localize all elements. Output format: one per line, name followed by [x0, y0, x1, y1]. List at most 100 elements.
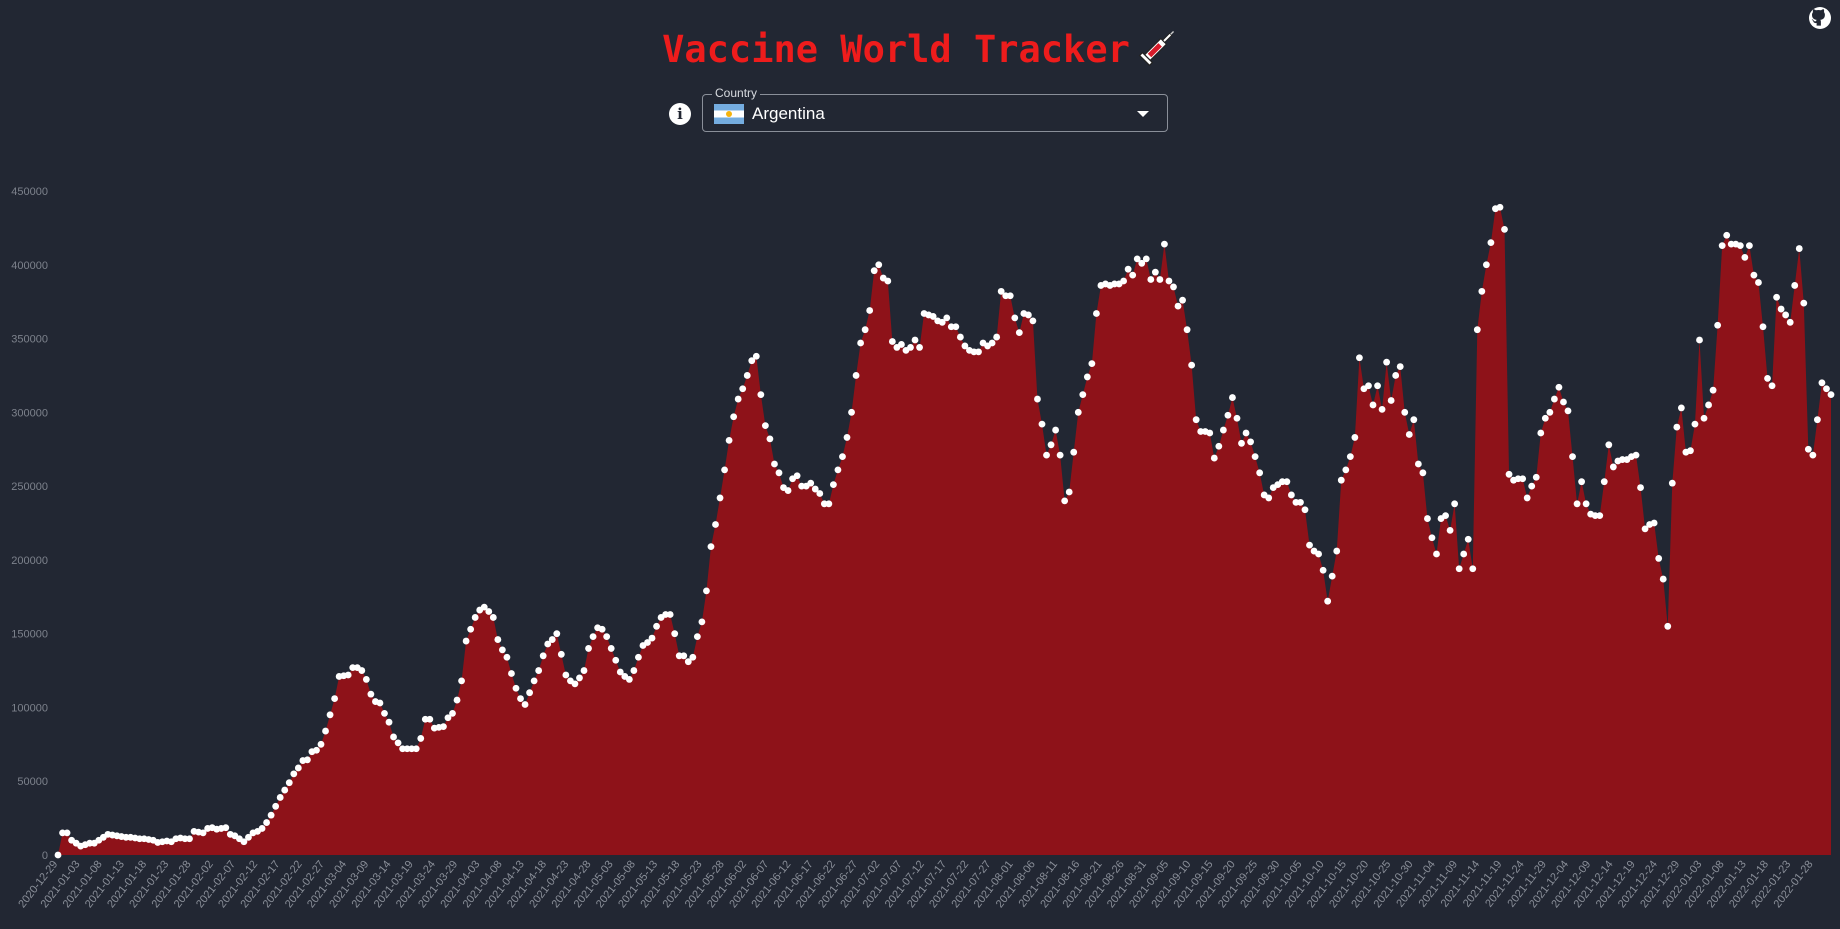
data-point [693, 633, 701, 641]
data-point [290, 770, 298, 778]
data-point [1528, 482, 1536, 490]
data-point [426, 715, 434, 723]
country-select-label: Country [712, 86, 761, 100]
data-point [898, 341, 905, 348]
data-point [1079, 391, 1087, 399]
info-icon[interactable]: i [669, 103, 691, 125]
data-point [1369, 401, 1377, 409]
data-point [1823, 385, 1830, 393]
data-point [1659, 575, 1667, 583]
data-point [1161, 240, 1168, 248]
data-point [1405, 431, 1413, 438]
syringe-icon [1138, 28, 1178, 75]
data-point [1328, 572, 1336, 580]
data-point [1655, 555, 1663, 562]
data-point [562, 671, 570, 679]
data-point [1442, 512, 1449, 520]
data-point [530, 677, 538, 685]
data-point [362, 676, 370, 683]
data-point [1782, 311, 1790, 319]
data-point [1755, 279, 1762, 286]
data-point [1537, 429, 1545, 437]
data-point [1777, 305, 1785, 313]
data-point [943, 314, 951, 322]
data-point [589, 633, 597, 641]
data-point [1632, 451, 1640, 459]
data-point [1664, 622, 1672, 630]
data-point [1070, 448, 1078, 456]
data-point [1786, 318, 1794, 326]
data-point [489, 614, 497, 621]
data-point [1582, 500, 1590, 508]
data-point [508, 670, 515, 677]
data-point [1414, 460, 1422, 468]
data-point [1736, 242, 1744, 250]
data-point [680, 652, 688, 660]
data-point [1238, 439, 1245, 447]
data-point [1247, 438, 1254, 446]
data-point [752, 352, 760, 360]
data-point [811, 485, 819, 493]
data-point [1124, 265, 1132, 273]
data-point [1024, 311, 1032, 319]
data-point [712, 521, 719, 528]
data-point [1256, 469, 1264, 477]
data-point [512, 684, 520, 692]
data-point [358, 667, 366, 674]
data-point [870, 267, 878, 275]
data-point [1356, 354, 1363, 362]
data-point [1174, 302, 1182, 310]
github-icon[interactable] [1808, 6, 1832, 30]
data-point [1387, 397, 1395, 404]
data-point [843, 434, 851, 441]
data-point [716, 494, 724, 502]
data-point [1473, 326, 1481, 334]
data-point [1056, 451, 1064, 459]
data-point [916, 344, 923, 351]
data-point [1029, 317, 1037, 325]
data-point [1015, 329, 1023, 337]
data-point [616, 668, 624, 676]
data-point [816, 490, 824, 497]
data-point [1714, 321, 1722, 329]
data-point [653, 622, 660, 630]
data-point [1546, 408, 1554, 416]
data-point [1038, 420, 1046, 428]
data-point [1460, 550, 1468, 558]
data-point [993, 333, 1001, 341]
data-point [757, 391, 765, 399]
data-point [580, 667, 588, 674]
data-point [997, 287, 1005, 295]
series-area-fill [58, 207, 1831, 856]
data-point [607, 645, 615, 652]
data-point [381, 709, 388, 717]
data-point [1315, 550, 1322, 558]
data-point [839, 453, 846, 460]
data-point [1532, 473, 1540, 481]
data-point [1120, 277, 1128, 285]
data-point [698, 618, 706, 626]
data-point [1523, 494, 1531, 502]
data-point [1156, 276, 1164, 283]
data-point [1424, 515, 1431, 522]
data-point [952, 323, 960, 331]
data-point [1791, 282, 1799, 289]
caret-down-icon[interactable] [1137, 111, 1149, 117]
data-point [281, 786, 289, 794]
data-point [1229, 394, 1236, 401]
data-point [766, 435, 774, 443]
country-select[interactable]: Country Argentina [702, 86, 1168, 132]
data-point [494, 636, 502, 643]
data-point [771, 460, 778, 468]
title-text: Vaccine World Tracker [662, 28, 1130, 71]
data-point [517, 695, 524, 702]
series-area [58, 207, 1831, 856]
data-point [417, 735, 425, 742]
data-point [263, 819, 270, 826]
data-point [313, 746, 320, 754]
data-point [648, 634, 656, 642]
data-point [503, 653, 511, 661]
data-point [1251, 453, 1259, 460]
page-title: Vaccine World Tracker [0, 28, 1840, 75]
data-point [1814, 416, 1821, 424]
